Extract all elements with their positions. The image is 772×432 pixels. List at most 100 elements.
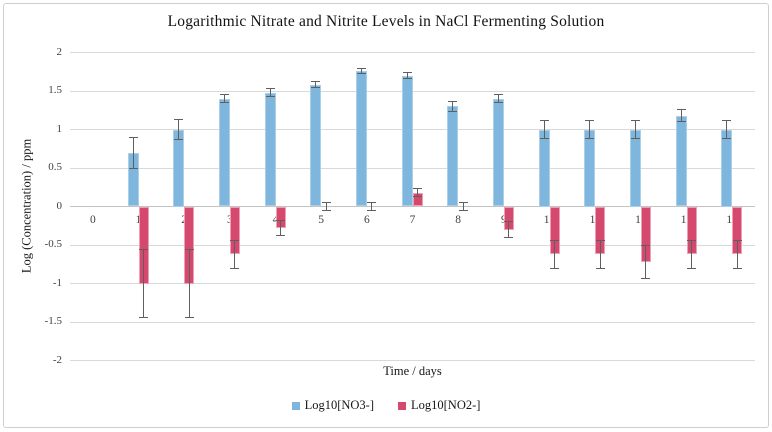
gridline — [70, 206, 755, 207]
error-bar-cap — [550, 239, 559, 241]
error-bar-cap — [413, 195, 422, 197]
error-bar-cap — [732, 239, 742, 241]
error-bar-cap — [402, 72, 412, 74]
error-bar-cap — [413, 188, 422, 190]
error-bar-cap — [174, 118, 184, 120]
error-bar-cap — [630, 138, 640, 140]
bar-no3 — [629, 129, 641, 207]
error-bar-cap — [732, 267, 742, 269]
error-bar-cap — [687, 239, 696, 241]
error-bar-line — [178, 119, 180, 140]
error-bar-line — [417, 188, 418, 197]
error-bar-cap — [356, 68, 366, 70]
chart-title: Logarithmic Nitrate and Nitrite Levels i… — [167, 13, 605, 30]
error-bar-cap — [402, 78, 412, 80]
gridline — [70, 321, 755, 323]
bar-no3 — [675, 115, 687, 207]
y-tick-label: 0.5 — [48, 161, 62, 173]
error-bar-cap — [585, 138, 595, 140]
y-tick-label: -1 — [52, 276, 62, 289]
legend-item-no3: Log10[NO3-] — [291, 398, 374, 413]
error-bar-line — [543, 120, 545, 139]
error-bar-cap — [265, 95, 275, 97]
error-bar-cap — [539, 138, 549, 140]
gridline — [70, 52, 755, 53]
gridline — [70, 360, 755, 361]
error-bar-line — [589, 120, 591, 139]
y-tick-label: 1 — [56, 122, 63, 135]
bar-no3 — [584, 129, 596, 207]
error-bar-line — [599, 240, 601, 269]
bar-no3 — [447, 106, 459, 207]
bar-no3 — [401, 75, 413, 207]
bar-no3 — [355, 70, 367, 207]
error-bar-line — [497, 94, 499, 103]
error-bar-cap — [493, 102, 503, 104]
error-bar-line — [680, 109, 682, 122]
y-tick-label: -0.5 — [44, 238, 62, 250]
error-bar-line — [269, 88, 271, 97]
y-tick-label: 2 — [56, 45, 63, 58]
error-bar-line — [280, 220, 281, 236]
error-bar-cap — [504, 221, 514, 223]
error-bar-line — [554, 240, 555, 269]
error-bar-line — [406, 72, 408, 79]
y-tick-label: 0 — [56, 199, 63, 212]
error-bar-cap — [184, 249, 194, 251]
error-bar-cap — [585, 119, 595, 121]
error-bar-cap — [595, 267, 605, 269]
error-bar-cap — [184, 316, 194, 318]
error-bar-cap — [139, 249, 148, 251]
bar-no3 — [721, 129, 733, 207]
error-bar-line — [371, 202, 373, 211]
x-tick-label: 6 — [363, 213, 370, 226]
bar-no3 — [173, 129, 185, 207]
error-bar-cap — [539, 119, 549, 121]
error-bar-cap — [367, 202, 377, 204]
error-bar-line — [360, 68, 362, 74]
error-bar-cap — [311, 87, 321, 89]
error-bar-cap — [219, 94, 229, 96]
error-bar-cap — [641, 245, 651, 247]
bar-no3 — [538, 129, 550, 207]
x-axis-title: Time / days — [383, 364, 442, 378]
error-bar-line — [645, 245, 647, 279]
error-bar-cap — [448, 101, 458, 103]
error-bar-line — [726, 120, 728, 139]
bar-no3 — [310, 84, 322, 207]
x-tick-label: 8 — [455, 213, 462, 226]
legend-label-no2: Log10[NO2-] — [411, 398, 481, 412]
x-tick-label: 7 — [409, 213, 416, 226]
error-bar-cap — [265, 88, 275, 90]
error-bar-line — [132, 137, 134, 168]
error-bar-cap — [219, 102, 229, 104]
gridline — [70, 167, 755, 169]
error-bar-cap — [550, 267, 559, 269]
error-bar-line — [188, 249, 190, 318]
bar-no3 — [492, 98, 504, 207]
error-bar-cap — [687, 267, 696, 269]
x-tick-label: 5 — [318, 213, 325, 226]
error-bar-cap — [595, 239, 605, 241]
y-tick-label: -2 — [52, 353, 62, 366]
error-bar-line — [736, 240, 738, 269]
error-bar-cap — [448, 110, 458, 112]
error-bar-cap — [641, 277, 651, 279]
error-bar-line — [325, 202, 327, 211]
gridline — [70, 244, 755, 246]
error-bar-line — [462, 202, 464, 211]
x-tick-label: 11 — [573, 214, 617, 226]
error-bar-line — [143, 249, 144, 318]
error-bar-cap — [128, 136, 138, 138]
error-bar-cap — [458, 209, 468, 211]
legend-label-no3: Log10[NO3-] — [304, 398, 374, 412]
error-bar-cap — [458, 202, 468, 204]
error-bar-line — [691, 240, 692, 269]
error-bar-cap — [230, 239, 240, 241]
error-bar-cap — [676, 108, 686, 110]
error-bar-cap — [493, 94, 503, 96]
legend-item-no2: Log10[NO2-] — [398, 398, 480, 413]
bar-no3 — [218, 98, 230, 207]
error-bar-cap — [139, 316, 148, 318]
